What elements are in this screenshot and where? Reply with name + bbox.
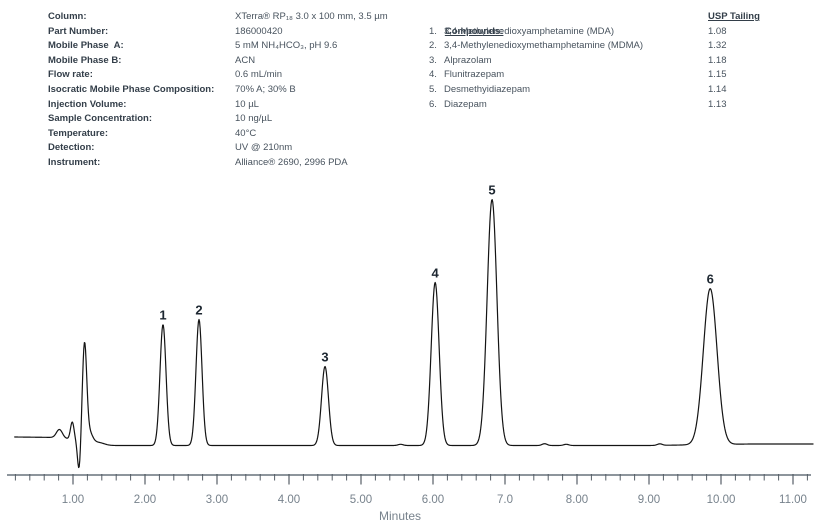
x-axis-tick-label: 2.00 bbox=[134, 494, 156, 506]
method-row: Injection Volume: 10 µL bbox=[48, 98, 408, 113]
compound-index: 1. bbox=[429, 25, 437, 37]
method-row: Part Number: 186000420 bbox=[48, 25, 408, 40]
peak-label-1: 1 bbox=[159, 308, 166, 323]
compound-usp-tailing: 1.18 bbox=[708, 54, 727, 66]
method-row: Temperature: 40°C bbox=[48, 127, 408, 142]
x-axis-tick-label: 7.0 bbox=[497, 494, 513, 506]
compound-name: Diazepam bbox=[444, 98, 487, 110]
compound-row: 1. 3,4-Methylenedioxyamphetamine (MDA) 1.0… bbox=[429, 25, 814, 40]
method-row: Mobile Phase B: ACN bbox=[48, 54, 408, 69]
compound-index: 2. bbox=[429, 40, 437, 52]
compound-usp-tailing: 1.15 bbox=[708, 69, 727, 81]
compounds-table: Compounds: USP Tailing 1. 3,4-Methylenedi… bbox=[429, 10, 814, 112]
compound-index: 4. bbox=[429, 69, 437, 81]
peak-label-5: 5 bbox=[488, 183, 495, 198]
method-value: 70% A; 30% B bbox=[235, 83, 296, 95]
method-value: ACN bbox=[235, 54, 256, 66]
method-row: Instrument: Alliance® 2690, 2996 PDA bbox=[48, 156, 408, 171]
x-axis-tick-label: 9.00 bbox=[638, 494, 660, 506]
x-axis-tick-label: 10.00 bbox=[707, 494, 736, 506]
compound-row: 5. Desmethyidiazepam 1.14 bbox=[429, 83, 814, 98]
peak-label-6: 6 bbox=[707, 272, 714, 287]
compound-name: 3,4-Methylenedioxyamphetamine (MDA) bbox=[444, 25, 615, 37]
compound-usp-tailing: 1.32 bbox=[708, 40, 727, 52]
method-row: Sample Concentration: 10 ng/µL bbox=[48, 112, 408, 127]
method-value: 0.6 mL/min bbox=[235, 69, 282, 81]
peak-label-3: 3 bbox=[321, 350, 328, 365]
compounds-header-row: Compounds: USP Tailing bbox=[429, 10, 814, 37]
method-label: Flow rate: bbox=[48, 69, 93, 81]
method-row: Isocratic Mobile Phase Composition: 70% A… bbox=[48, 83, 408, 98]
method-label: Mobile Phase A: bbox=[48, 40, 124, 52]
chromatogram-trace bbox=[14, 199, 814, 469]
compound-row: 6. Diazepam 1.13 bbox=[429, 98, 814, 113]
method-value: 10 µL bbox=[235, 98, 259, 110]
method-value: UV @ 210nm bbox=[235, 142, 293, 154]
method-label: Instrument: bbox=[48, 156, 101, 168]
peak-label-4: 4 bbox=[432, 266, 440, 281]
method-label: Injection Volume: bbox=[48, 98, 127, 110]
method-value: 10 ng/µL bbox=[235, 113, 273, 125]
x-axis-tick-label: 11.00 bbox=[779, 494, 807, 506]
compound-usp-tailing: 1.08 bbox=[708, 25, 727, 37]
method-label: Column: bbox=[48, 11, 87, 22]
x-axis-tick-label: 1.00 bbox=[62, 494, 84, 506]
x-axis-tick-label: 8.00 bbox=[566, 494, 588, 506]
method-label: Isocratic Mobile Phase Composition: bbox=[48, 83, 215, 95]
method-label: Mobile Phase B: bbox=[48, 54, 122, 66]
compound-index: 6. bbox=[429, 98, 437, 110]
method-label: Part Number: bbox=[48, 25, 109, 37]
compound-index: 3. bbox=[429, 54, 437, 66]
compounds-list: 1. 3,4-Methylenedioxyamphetamine (MDA) 1.0… bbox=[429, 25, 814, 113]
peak-label-2: 2 bbox=[195, 303, 202, 318]
compound-row: 2. 3,4-Methylenedioxymethamphetamine (MDM… bbox=[429, 39, 814, 54]
method-value: 5 mM NH₄HCO₃, pH 9.6 bbox=[235, 40, 338, 52]
compound-name: Flunitrazepam bbox=[444, 69, 505, 81]
compound-name: 3,4-Methylenedioxymethamphetamine (MDMA) bbox=[444, 40, 644, 52]
method-row: Column: XTerra® RP₁₈ 3.0 x 100 mm, 3.5 µm bbox=[48, 10, 408, 25]
compound-row: 4. Flunitrazepam 1.15 bbox=[429, 68, 814, 83]
method-value: 40°C bbox=[235, 127, 257, 139]
compound-usp-tailing: 1.14 bbox=[708, 83, 727, 95]
compound-index: 5. bbox=[429, 83, 437, 95]
method-row: Flow rate: 0.6 mL/min bbox=[48, 68, 408, 83]
compound-usp-tailing: 1.13 bbox=[708, 98, 727, 110]
usp-tailing-header: USP Tailing bbox=[708, 11, 760, 22]
x-axis-tick-label: 3.00 bbox=[206, 494, 228, 506]
x-axis-tick-label: 4.00 bbox=[278, 494, 300, 506]
x-axis-title: Minutes bbox=[379, 509, 421, 523]
compound-name: Alprazolam bbox=[444, 54, 492, 66]
method-value: 186000420 bbox=[235, 25, 283, 37]
compound-row: 3. Alprazolam 1.18 bbox=[429, 54, 814, 69]
method-label: Temperature: bbox=[48, 127, 109, 139]
method-value: XTerra® RP₁₈ 3.0 x 100 mm, 3.5 µm bbox=[235, 11, 388, 22]
method-row: Mobile Phase A: 5 mM NH₄HCO₃, pH 9.6 bbox=[48, 39, 408, 54]
compounds-header: Compounds: bbox=[444, 25, 504, 37]
method-parameters-table: Column: XTerra® RP₁₈ 3.0 x 100 mm, 3.5 µm… bbox=[48, 10, 408, 171]
method-label: Sample Concentration: bbox=[48, 113, 152, 125]
x-axis-tick-label: 6.00 bbox=[422, 494, 444, 506]
method-value: Alliance® 2690, 2996 PDA bbox=[235, 156, 348, 168]
x-axis-tick-label: 5.00 bbox=[350, 494, 372, 506]
compound-name: Desmethyidiazepam bbox=[444, 83, 531, 95]
method-label: Detection: bbox=[48, 142, 95, 154]
method-row: Detection: UV @ 210nm bbox=[48, 141, 408, 156]
